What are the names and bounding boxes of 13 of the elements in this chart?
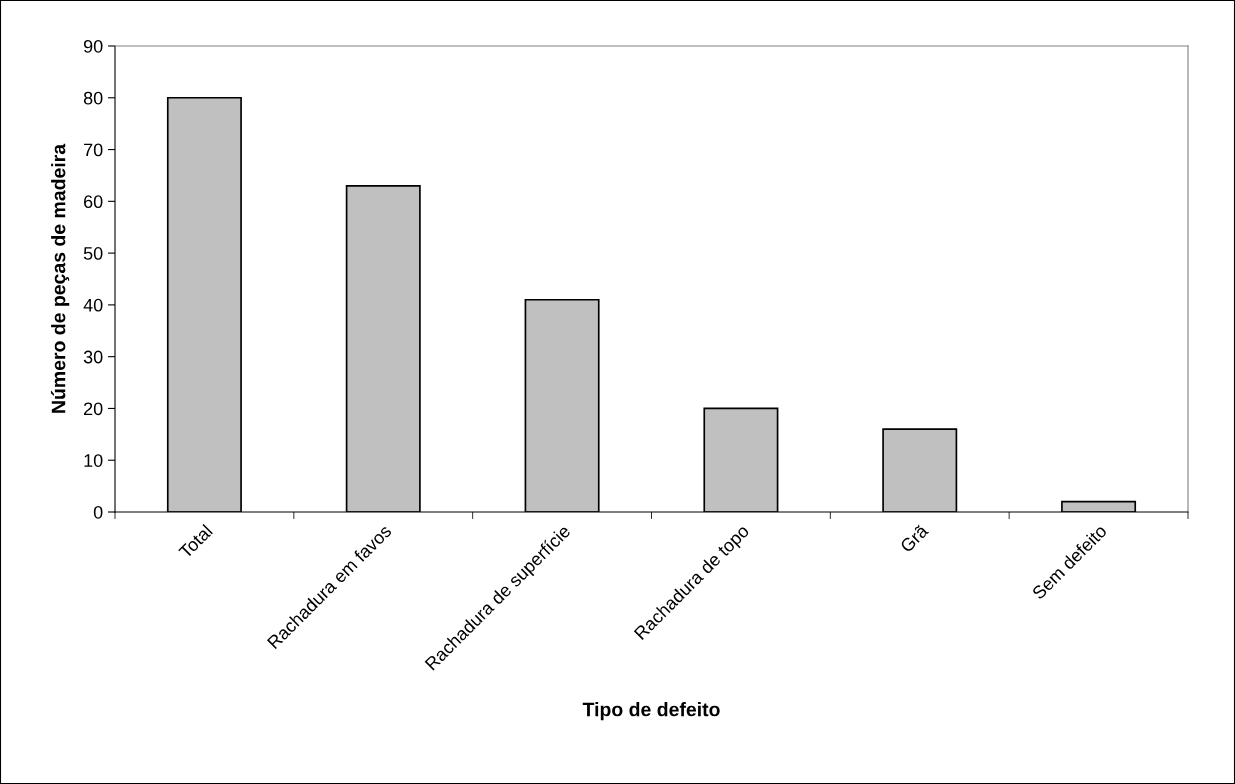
y-tick-label: 90 xyxy=(83,39,103,53)
y-tick-label: 50 xyxy=(83,247,103,260)
y-tick-label: 80 xyxy=(83,91,103,105)
x-axis-title: Tipo de defeito xyxy=(582,702,720,721)
y-tick-label: 40 xyxy=(83,298,103,312)
y-tick-label: 30 xyxy=(83,350,103,364)
y-tick-label: 60 xyxy=(84,195,103,209)
y-tick-label: 0 xyxy=(93,505,103,519)
y-axis-title: Número de peças de madeira xyxy=(50,143,70,413)
y-tick-label: 20 xyxy=(84,402,103,416)
y-tick-label: 70 xyxy=(84,143,103,157)
x-tick-label: Grã xyxy=(899,523,930,554)
y-tick-label: 10 xyxy=(84,454,103,467)
